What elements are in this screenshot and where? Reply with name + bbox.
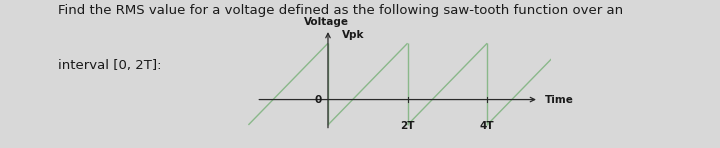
Text: Find the RMS value for a voltage defined as the following saw-tooth function ove: Find the RMS value for a voltage defined… (58, 4, 623, 17)
Text: Time: Time (545, 95, 574, 104)
Text: 2T: 2T (400, 120, 415, 131)
Text: Voltage: Voltage (304, 17, 348, 28)
Text: 4T: 4T (480, 120, 495, 131)
Text: interval [0, 2T]:: interval [0, 2T]: (58, 59, 161, 72)
Text: 0: 0 (315, 95, 322, 104)
Text: Vpk: Vpk (342, 30, 364, 40)
